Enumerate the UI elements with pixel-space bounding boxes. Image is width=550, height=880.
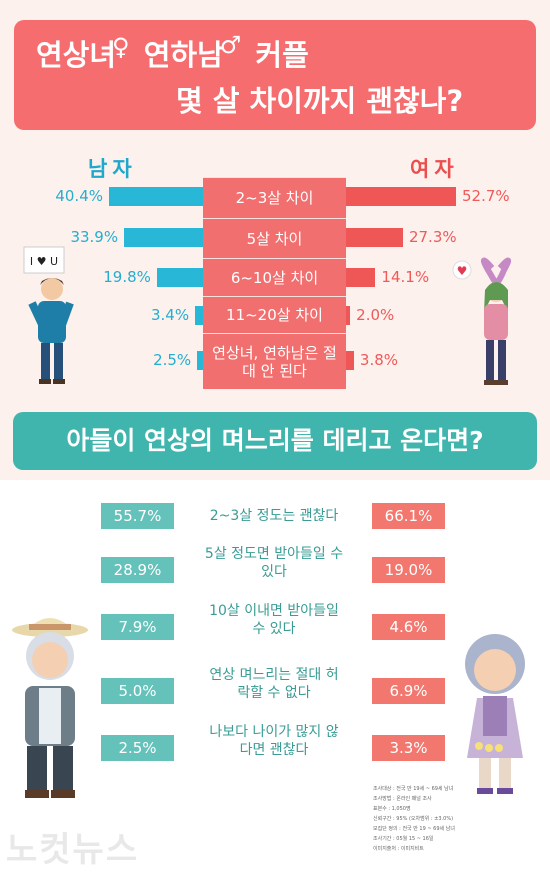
answer-label-0: 2~3살 정도는 괜찮다 bbox=[209, 508, 339, 524]
bar-male-1 bbox=[124, 228, 203, 247]
value-label-female-2: 14.1% bbox=[381, 268, 430, 286]
chart2-background bbox=[0, 480, 550, 880]
man-illustration: I ♥ U bbox=[23, 246, 74, 384]
value-label-right-2: 4.6% bbox=[372, 614, 445, 640]
bar-female-0 bbox=[346, 187, 456, 206]
bar-female-3 bbox=[346, 306, 351, 325]
category-label-3: 11~20살 차이 bbox=[203, 296, 346, 333]
category-label-4: 연상녀, 연하남은 절대 안 된다 bbox=[203, 333, 346, 389]
bar-male-3 bbox=[195, 306, 203, 325]
grandma-illustration bbox=[465, 634, 525, 794]
value-label-female-3: 2.0% bbox=[356, 306, 395, 324]
footnote-2: 표본수 : 1,050명 bbox=[373, 806, 411, 812]
value-label-male-1: 33.9% bbox=[70, 228, 119, 246]
bar-female-1 bbox=[346, 228, 403, 247]
title-part3: 커플 bbox=[255, 38, 309, 72]
value-label-left-3: 5.0% bbox=[101, 678, 174, 704]
value-label-left-0: 55.7% bbox=[101, 503, 174, 529]
sign-board bbox=[23, 246, 65, 274]
answer-label-4: 나보다 나이가 많지 않다면 괜찮다 bbox=[209, 724, 339, 758]
bar-female-2 bbox=[346, 268, 376, 287]
chart2-title: 아들이 연상의 며느리를 데리고 온다면? bbox=[13, 412, 537, 470]
female-symbol-icon: ♀ bbox=[112, 33, 130, 61]
answer-label-1: 5살 정도면 받아들일 수 있다 bbox=[204, 546, 344, 580]
male-symbol-icon: ♂ bbox=[219, 31, 242, 59]
answer-label-3: 연상 며느리는 절대 허락할 수 없다 bbox=[209, 667, 339, 701]
sign-text: I ♥ U bbox=[30, 255, 58, 268]
watermark: 노컷뉴스 bbox=[6, 830, 140, 870]
category-label-0: 2~3살 차이 bbox=[203, 177, 346, 218]
value-label-right-0: 66.1% bbox=[372, 503, 445, 529]
footnote-0: 조사대상 : 전국 만 19세 ~ 69세 남녀 bbox=[373, 786, 454, 792]
svg-text:♥: ♥ bbox=[457, 264, 468, 278]
value-label-left-2: 7.9% bbox=[101, 614, 174, 640]
grandpa-illustration bbox=[12, 618, 88, 798]
value-label-male-3: 3.4% bbox=[150, 306, 190, 324]
value-label-male-2: 19.8% bbox=[103, 268, 151, 286]
answer-label-2: 10살 이내면 받아들일 수 있다 bbox=[209, 603, 339, 637]
woman-illustration: ♥ bbox=[452, 257, 512, 385]
value-label-female-4: 3.8% bbox=[359, 351, 399, 369]
footnote-5: 조사기간 : 05월 15 ~ 16일 bbox=[373, 836, 434, 842]
legend-female: 여자 bbox=[410, 157, 459, 181]
value-label-male-0: 40.4% bbox=[55, 187, 103, 205]
category-label-2: 6~10살 차이 bbox=[203, 258, 346, 296]
bar-male-4 bbox=[197, 351, 203, 370]
title-part2: 연하남 bbox=[143, 38, 224, 72]
footnote-1: 조사방법 : 온라인 패널 조사 bbox=[373, 796, 432, 802]
value-label-male-4: 2.5% bbox=[153, 351, 192, 369]
footnote-4: 모집단 정의 : 전국 만 19 ~ 69세 남녀 bbox=[373, 826, 455, 832]
value-label-right-3: 6.9% bbox=[372, 678, 445, 704]
title-part1: 연상녀 bbox=[36, 38, 117, 72]
footnote-3: 신뢰구간 : 95% (오차범위 : ±3.0%) bbox=[373, 816, 454, 822]
chart1-title-banner: 연상녀♀ 연하남♂ 커플 몇 살 차이까지 괜찮나? bbox=[14, 20, 536, 130]
legend-male: 남자 bbox=[88, 157, 137, 181]
value-label-right-4: 3.3% bbox=[372, 735, 445, 761]
value-label-left-1: 28.9% bbox=[101, 557, 174, 583]
footnote-6: 이미지출처 : 이미지비트 bbox=[373, 846, 424, 852]
value-label-left-4: 2.5% bbox=[101, 735, 174, 761]
value-label-female-1: 27.3% bbox=[408, 228, 457, 246]
bar-female-4 bbox=[346, 351, 354, 370]
chart1-title-line1: 연상녀♀ 연하남♂ 커플 bbox=[36, 31, 309, 74]
chart1-title-line2: 몇 살 차이까지 괜찮나? bbox=[176, 84, 464, 118]
value-label-female-0: 52.7% bbox=[462, 187, 510, 205]
category-label-1: 5살 차이 bbox=[203, 218, 346, 258]
bar-male-0 bbox=[109, 187, 203, 206]
value-label-right-1: 19.0% bbox=[372, 557, 445, 583]
bar-male-2 bbox=[156, 268, 203, 287]
